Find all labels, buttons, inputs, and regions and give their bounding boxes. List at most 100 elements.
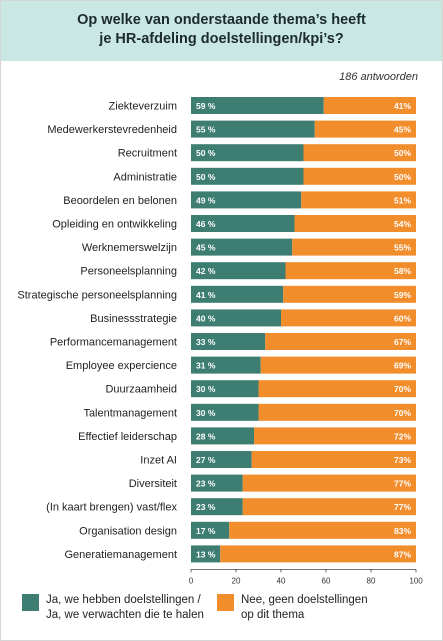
category-label: Performancemanagement	[50, 337, 177, 349]
x-tick-label: 80	[367, 576, 376, 585]
category-label: Recruitment	[118, 148, 177, 160]
bar-no	[314, 120, 416, 138]
bar-no	[229, 521, 416, 539]
data-label-yes: 50 %	[196, 148, 216, 158]
bar-no	[283, 285, 416, 303]
bar-yes	[191, 474, 243, 492]
data-label-no: 67%	[394, 337, 411, 347]
data-label-no: 77%	[394, 502, 411, 512]
category-label: Werknemerswelzijn	[82, 242, 177, 254]
data-label-no: 87%	[394, 549, 411, 559]
bar-no	[254, 427, 416, 445]
legend-label-yes-line-1: Ja, we hebben doelstellingen /	[46, 594, 201, 606]
header-band: Op welke van onderstaande thema’s heeft …	[1, 1, 442, 61]
chart-title-line-2: je HR-afdeling doelstellingen/kpi’s?	[99, 31, 344, 47]
bar-no	[258, 380, 416, 398]
chart-title: Op welke van onderstaande thema’s heeft …	[21, 11, 422, 49]
data-label-no: 72%	[394, 431, 411, 441]
data-label-yes: 46 %	[196, 219, 216, 229]
legend-swatch-no	[217, 594, 234, 611]
category-label: Ziekteverzuim	[109, 101, 177, 113]
category-label: Organisation design	[79, 525, 177, 537]
data-label-no: 50%	[394, 172, 411, 182]
bar-yes	[191, 427, 254, 445]
chart-title-line-1: Op welke van onderstaande thema’s heeft	[77, 12, 366, 28]
data-label-no: 45%	[394, 125, 411, 135]
x-tick-label: 100	[409, 576, 423, 585]
x-tick-label: 60	[322, 576, 331, 585]
data-label-yes: 17 %	[196, 526, 216, 536]
data-label-no: 41%	[394, 101, 411, 111]
category-label: Administratie	[113, 171, 177, 183]
bar-no	[242, 498, 416, 516]
data-label-yes: 27 %	[196, 455, 216, 465]
data-label-yes: 28 %	[196, 431, 216, 441]
data-label-no: 77%	[394, 479, 411, 489]
data-label-yes: 42 %	[196, 266, 216, 276]
bar-yes	[191, 403, 259, 421]
bar-yes	[191, 120, 315, 138]
data-label-yes: 55 %	[196, 125, 216, 135]
data-label-no: 60%	[394, 313, 411, 323]
x-tick-label: 40	[277, 576, 286, 585]
category-label: Beoordelen en belonen	[63, 195, 177, 207]
category-label: Businessstrategie	[90, 313, 177, 325]
bar-yes	[191, 356, 261, 374]
data-label-yes: 31 %	[196, 361, 216, 371]
data-label-no: 50%	[394, 148, 411, 158]
legend-label-no-line-2: op dit thema	[241, 609, 305, 621]
bar-yes	[191, 380, 259, 398]
category-label: Talentmanagement	[83, 407, 177, 419]
bar-yes	[191, 545, 221, 563]
bar-no	[260, 356, 416, 374]
bar-no	[294, 215, 416, 232]
legend-label-yes: Ja, we hebben doelstellingen / Ja, we ve…	[46, 593, 204, 623]
data-label-no: 73%	[394, 455, 411, 465]
data-label-yes: 45 %	[196, 243, 216, 253]
bar-no	[220, 545, 416, 563]
bar-no	[323, 97, 416, 114]
x-tick-label: 20	[232, 576, 241, 585]
category-label: Employee expercience	[66, 360, 177, 372]
data-label-yes: 49 %	[196, 195, 216, 205]
bar-yes	[191, 144, 304, 162]
bar-yes	[191, 333, 266, 350]
data-label-yes: 33 %	[196, 337, 216, 347]
bar-yes	[191, 97, 324, 114]
bar-yes	[191, 262, 286, 280]
data-label-yes: 23 %	[196, 479, 216, 489]
bar-yes	[191, 167, 304, 185]
legend-label-yes-line-2: Ja, we verwachten die te halen	[46, 609, 204, 621]
bar-yes	[191, 285, 284, 303]
bar-yes	[191, 238, 293, 256]
data-label-yes: 50 %	[196, 172, 216, 182]
bar-no	[258, 403, 416, 421]
category-label: Effectief leiderschap	[78, 431, 177, 443]
bar-yes	[191, 498, 243, 516]
legend-item-yes: Ja, we hebben doelstellingen / Ja, we ve…	[22, 593, 204, 623]
response-count: 186 antwoorden	[339, 71, 418, 83]
category-label: Opleiding en ontwikkeling	[52, 219, 177, 231]
data-label-no: 70%	[394, 408, 411, 418]
category-label: Generatiemanagement	[64, 549, 177, 561]
data-label-no: 54%	[394, 219, 411, 229]
bar-yes	[191, 521, 230, 539]
category-label: (In kaart brengen) vast/flex	[46, 502, 177, 514]
x-tick-label: 0	[189, 576, 194, 585]
data-label-no: 59%	[394, 290, 411, 300]
bar-no	[301, 191, 416, 209]
data-label-no: 55%	[394, 243, 411, 253]
bar-no	[303, 167, 416, 185]
bar-yes	[191, 215, 295, 232]
data-label-no: 58%	[394, 266, 411, 276]
legend-item-no: Nee, geen doelstellingen op dit thema	[217, 593, 368, 623]
bar-no	[242, 474, 416, 492]
data-label-yes: 30 %	[196, 384, 216, 394]
bar-no	[303, 144, 416, 162]
category-label: Strategische personeelsplanning	[17, 289, 177, 301]
category-label: Diversiteit	[129, 478, 177, 490]
data-label-no: 51%	[394, 195, 411, 205]
legend-swatch-yes	[22, 594, 39, 611]
category-label: Medewerkerstevredenheid	[47, 124, 177, 136]
